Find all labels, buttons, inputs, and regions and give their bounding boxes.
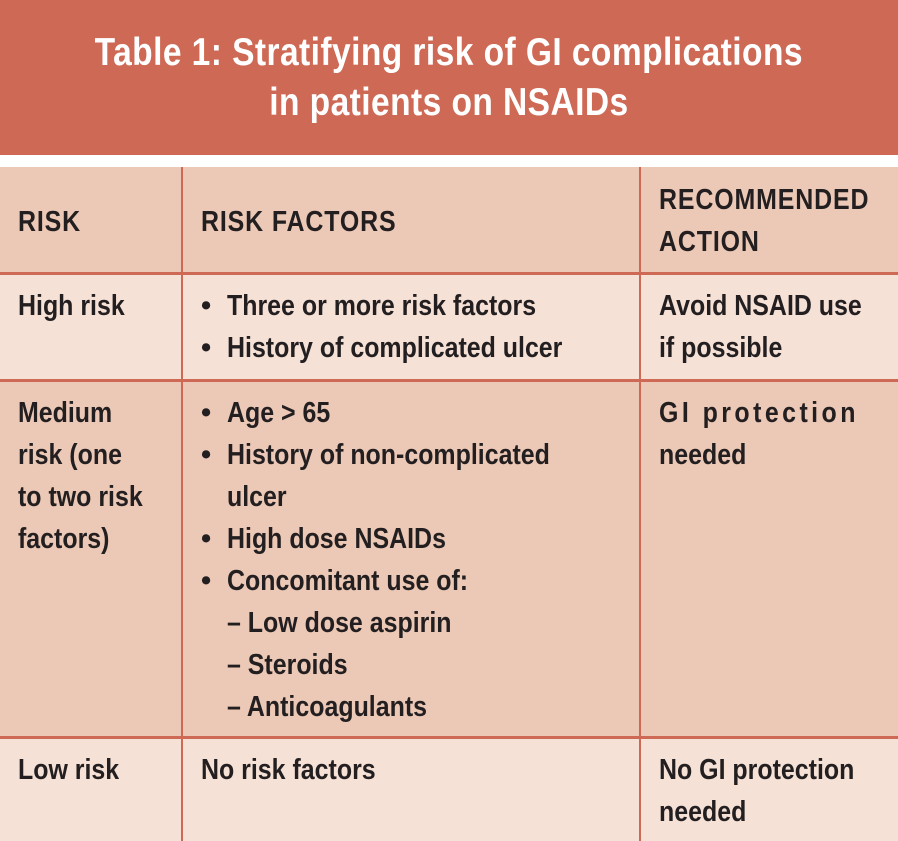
title-banner: Table 1: Stratifying risk of GI complica…: [0, 0, 898, 155]
list-item-continuation: ulcer: [201, 476, 639, 518]
action-cell-medium: GI protection needed: [640, 381, 898, 738]
header-recommended-action: RECOMMENDED ACTION: [640, 167, 898, 274]
sub-list-item: – Steroids: [201, 644, 639, 686]
risk-cell-high: High risk: [0, 274, 182, 381]
header-risk: RISK: [0, 167, 182, 274]
risk-cell-low: Low risk: [0, 738, 182, 841]
list-item: •Three or more risk factors: [201, 285, 639, 327]
risk-stratification-table: RISK RISK FACTORS RECOMMENDED ACTION Hig…: [0, 167, 898, 841]
list-item: •History of non-complicated: [201, 434, 639, 476]
sub-list-item: – Low dose aspirin: [201, 602, 639, 644]
table-header-row: RISK RISK FACTORS RECOMMENDED ACTION: [0, 167, 898, 274]
risk-factors-cell-low: No risk factors: [182, 738, 640, 841]
sub-list-item: – Anticoagulants: [201, 686, 639, 728]
list-item: •High dose NSAIDs: [201, 518, 639, 560]
table-row-low-risk: Low risk No risk factors No GI protectio…: [0, 738, 898, 841]
table-title-line-2: in patients on NSAIDs: [269, 78, 628, 128]
table-title-line-1: Table 1: Stratifying risk of GI complica…: [95, 28, 803, 78]
list-item: •Concomitant use of:: [201, 560, 639, 602]
table-row-medium-risk: Medium risk (one to two risk factors) •A…: [0, 381, 898, 738]
list-item: •Age > 65: [201, 392, 639, 434]
risk-factors-cell-high: •Three or more risk factors •History of …: [182, 274, 640, 381]
table-row-high-risk: High risk •Three or more risk factors •H…: [0, 274, 898, 381]
risk-cell-medium: Medium risk (one to two risk factors): [0, 381, 182, 738]
action-cell-high: Avoid NSAID use if possible: [640, 274, 898, 381]
risk-factors-cell-medium: •Age > 65 •History of non-complicated ul…: [182, 381, 640, 738]
action-cell-low: No GI protection needed: [640, 738, 898, 841]
header-risk-factors: RISK FACTORS: [182, 167, 640, 274]
list-item: •History of complicated ulcer: [201, 327, 639, 369]
